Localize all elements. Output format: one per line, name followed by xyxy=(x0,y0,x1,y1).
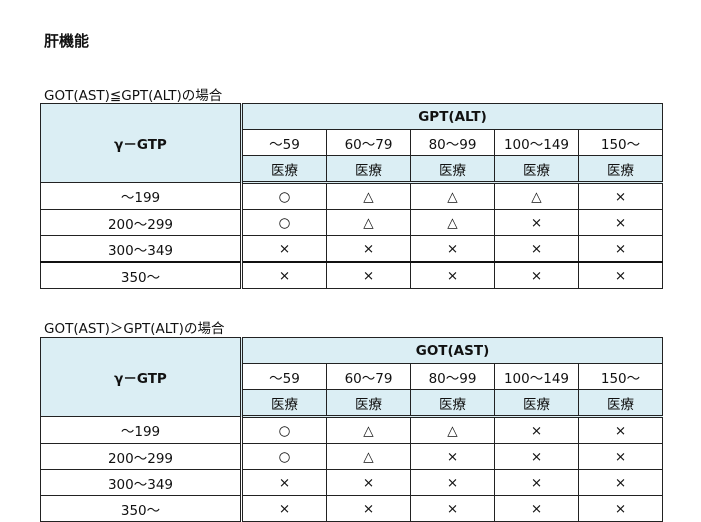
table-cell: × xyxy=(494,443,579,470)
table-cell: × xyxy=(241,235,327,263)
row-header: γ－GTP xyxy=(40,103,243,183)
table-cell: × xyxy=(578,182,663,210)
table-row: 300～349 × × × × × xyxy=(40,235,663,263)
column-group-header: GOT(AST) xyxy=(241,337,663,364)
column-subheader: 医療 xyxy=(326,389,411,418)
column-subheader: 医療 xyxy=(326,155,411,184)
table-cell: × xyxy=(494,261,579,289)
table-cell: × xyxy=(410,261,495,289)
table-cell: × xyxy=(410,469,495,496)
table-cell: △ xyxy=(494,182,579,210)
table-cell: × xyxy=(578,209,663,236)
table-cell: △ xyxy=(326,416,411,444)
column-group-header: GPT(ALT) xyxy=(241,103,663,130)
row-label: ～199 xyxy=(40,182,243,210)
column-header: ～59 xyxy=(241,363,327,390)
table-cell: △ xyxy=(410,209,495,236)
table-row: 350～ × × × × × xyxy=(40,261,663,289)
column-subheader: 医療 xyxy=(494,155,579,184)
table-cell: ○ xyxy=(241,443,327,470)
table-cell: × xyxy=(494,235,579,263)
table-cell: × xyxy=(241,261,327,289)
row-label: 350～ xyxy=(40,495,243,522)
table-cell: × xyxy=(326,469,411,496)
row-label: 300～349 xyxy=(40,469,243,496)
row-label: 300～349 xyxy=(40,235,243,263)
column-header: 60～79 xyxy=(326,363,411,390)
table-cell: × xyxy=(494,416,579,444)
table-cell: △ xyxy=(410,182,495,210)
table-cell: ○ xyxy=(241,209,327,236)
column-subheader: 医療 xyxy=(241,389,327,418)
table-cell: △ xyxy=(326,443,411,470)
liver-function-table: γ－GTP GOT(AST) ～59 60～79 80～99 100～149 150～ 医療… xyxy=(40,337,663,522)
table-caption: GOT(AST)≦GPT(ALT)の場合 xyxy=(44,88,223,104)
column-subheader: 医療 xyxy=(241,155,327,184)
row-label: 350～ xyxy=(40,261,243,289)
table-cell: × xyxy=(241,495,327,522)
liver-function-table: γ－GTP GPT(ALT) ～59 60～79 80～99 100～149 150～ 医療… xyxy=(40,103,663,289)
table-row: 350～ × × × × × xyxy=(40,495,663,522)
table-row: 200～299 ○ △ × × × xyxy=(40,443,663,470)
row-header: γ－GTP xyxy=(40,337,243,417)
column-subheader: 医療 xyxy=(410,155,495,184)
table-cell: × xyxy=(578,469,663,496)
table-row: ～199 ○ △ △ △ × xyxy=(40,182,663,210)
column-subheader: 医療 xyxy=(410,389,495,418)
table-cell: × xyxy=(578,443,663,470)
table-cell: × xyxy=(326,261,411,289)
column-subheader: 医療 xyxy=(578,155,663,184)
table-caption: GOT(AST)＞GPT(ALT)の場合 xyxy=(44,321,225,337)
table-row: ～199 ○ △ △ × × xyxy=(40,416,663,444)
table-cell: × xyxy=(241,469,327,496)
table-cell: × xyxy=(410,495,495,522)
table-cell: × xyxy=(578,416,663,444)
row-label: 200～299 xyxy=(40,209,243,236)
table-cell: × xyxy=(326,235,411,263)
table-cell: △ xyxy=(410,416,495,444)
row-label: ～199 xyxy=(40,416,243,444)
table-cell: × xyxy=(578,261,663,289)
column-subheader: 医療 xyxy=(578,389,663,418)
table-cell: △ xyxy=(326,209,411,236)
table-cell: ○ xyxy=(241,416,327,444)
column-header: 150～ xyxy=(578,129,663,156)
table-cell: × xyxy=(494,495,579,522)
table-cell: △ xyxy=(326,182,411,210)
column-header: 80～99 xyxy=(410,129,495,156)
table-row: 200～299 ○ △ △ × × xyxy=(40,209,663,236)
page-title: 肝機能 xyxy=(44,32,90,50)
column-header: ～59 xyxy=(241,129,327,156)
table-cell: × xyxy=(494,209,579,236)
column-header: 100～149 xyxy=(494,129,579,156)
column-header: 150～ xyxy=(578,363,663,390)
table-cell: ○ xyxy=(241,182,327,210)
table-cell: × xyxy=(578,235,663,263)
table-cell: × xyxy=(410,443,495,470)
column-header: 60～79 xyxy=(326,129,411,156)
table-cell: × xyxy=(410,235,495,263)
column-header: 100～149 xyxy=(494,363,579,390)
row-label: 200～299 xyxy=(40,443,243,470)
table-row: 300～349 × × × × × xyxy=(40,469,663,496)
table-cell: × xyxy=(578,495,663,522)
table-cell: × xyxy=(494,469,579,496)
column-subheader: 医療 xyxy=(494,389,579,418)
table-cell: × xyxy=(326,495,411,522)
column-header: 80～99 xyxy=(410,363,495,390)
